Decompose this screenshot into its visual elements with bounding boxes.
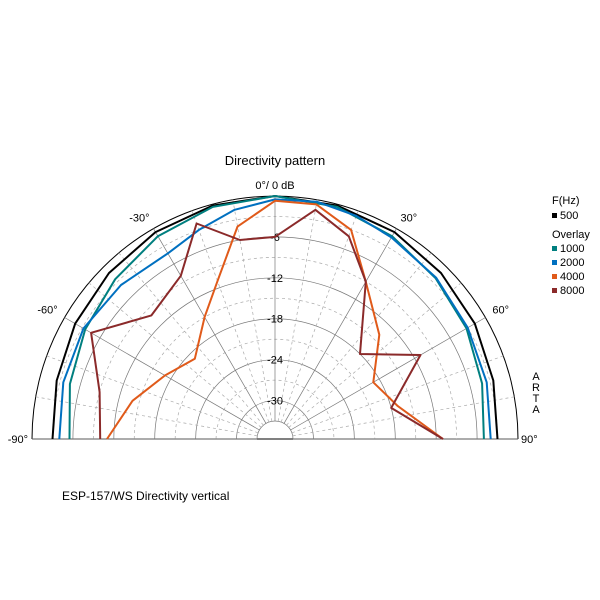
legend-label: 1000	[560, 243, 584, 255]
watermark-letter: T	[533, 393, 540, 405]
legend-overlay-header: Overlay	[552, 229, 590, 241]
legend-swatch	[552, 274, 557, 279]
angle-tick-label: -30°	[129, 213, 149, 225]
angle-tick-label: 90°	[521, 434, 538, 446]
angle-spoke	[46, 355, 259, 434]
angle-spoke	[232, 199, 273, 422]
watermark-letter: R	[532, 382, 540, 394]
angle-spoke	[290, 317, 486, 431]
angle-spoke	[277, 199, 318, 422]
angle-spoke	[153, 228, 267, 424]
db-tick-label: -24	[267, 355, 283, 367]
watermark-letter: A	[532, 404, 540, 416]
angle-spoke	[291, 355, 504, 434]
db-tick-label: -30	[267, 396, 283, 408]
angle-spoke	[292, 396, 515, 437]
angle-tick-labels: -90° -60° -30° 0°/ 0 dB 30° 60° 90°	[8, 180, 538, 446]
angle-tick-label: 0°/ 0 dB	[255, 180, 294, 192]
angle-tick-label: 30°	[401, 213, 418, 225]
angle-tick-label: -90°	[8, 434, 28, 446]
legend-label: 500	[560, 210, 578, 222]
series-line-2000	[58, 198, 492, 440]
legend-label: 8000	[560, 285, 584, 297]
angle-tick-label: 60°	[492, 305, 509, 317]
db-ring	[133, 298, 417, 440]
angle-spoke	[286, 252, 432, 426]
legend-label: 4000	[560, 271, 584, 283]
angle-spoke	[64, 317, 260, 431]
db-tick-label: -6	[270, 232, 280, 244]
legend: F(Hz) 500 Overlay 1000 2000 4000 8000	[552, 195, 590, 297]
db-tick-labels: -6 -12 -18 -24 -30	[267, 232, 283, 408]
angle-spoke	[118, 252, 264, 426]
series-line-8000	[90, 208, 444, 440]
angle-spoke	[280, 210, 359, 423]
series-layer	[51, 195, 499, 440]
legend-swatch	[552, 246, 557, 251]
db-tick-label: -18	[267, 314, 283, 326]
chart-title: Directivity pattern	[225, 153, 325, 168]
legend-label: 2000	[560, 257, 584, 269]
chart-caption: ESP-157/WS Directivity vertical	[62, 489, 230, 503]
legend-swatch	[552, 213, 557, 218]
series-line-1000	[68, 195, 485, 440]
legend-swatch	[552, 260, 557, 265]
angle-spoke	[191, 210, 270, 423]
watermark-letter: A	[532, 371, 540, 383]
series-line-4000	[106, 199, 444, 440]
db-tick-label: -12	[267, 273, 283, 285]
angle-spoke	[288, 282, 462, 428]
angle-tick-label: -60°	[37, 305, 57, 317]
angle-spoke	[35, 396, 258, 437]
db-ring	[93, 257, 457, 440]
angle-spoke	[283, 228, 397, 424]
legend-swatch	[552, 288, 557, 293]
angle-spoke	[88, 282, 262, 428]
legend-freq-header: F(Hz)	[552, 195, 580, 207]
